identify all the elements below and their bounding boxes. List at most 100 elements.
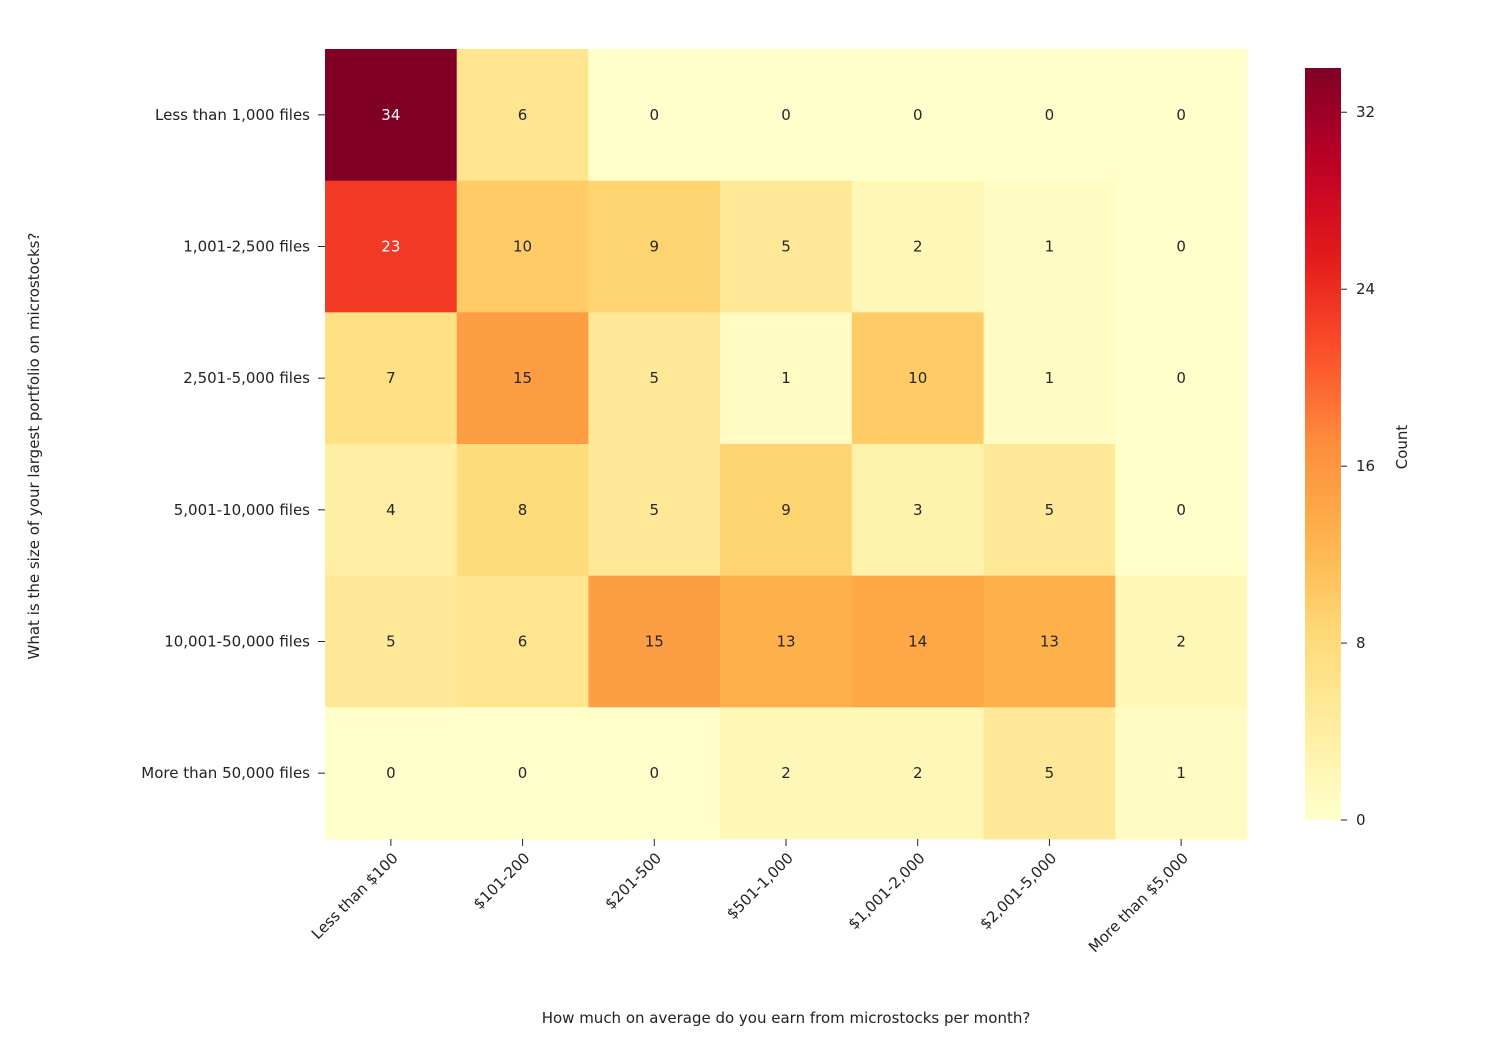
heatmap-cell bbox=[1115, 180, 1248, 313]
heatmap-cell bbox=[851, 180, 985, 313]
x-tick-label: More than $5,000 bbox=[1085, 849, 1192, 956]
heatmap-cell bbox=[588, 707, 721, 840]
heatmap-cell bbox=[720, 444, 853, 577]
heatmap-cell bbox=[983, 707, 1116, 840]
heatmap-cell bbox=[983, 180, 1116, 313]
heatmap-cell bbox=[456, 707, 589, 840]
heatmap-cell bbox=[720, 312, 853, 445]
heatmap-cell bbox=[851, 312, 985, 445]
y-tick-label: Less than 1,000 files bbox=[155, 106, 310, 124]
colorbar bbox=[1305, 68, 1341, 820]
heatmap-cell bbox=[720, 49, 853, 182]
heatmap-cell bbox=[1115, 575, 1248, 708]
heatmap-cell bbox=[851, 707, 985, 840]
cell-value-label: 5 bbox=[1045, 501, 1055, 519]
colorbar-tick-label: 32 bbox=[1356, 103, 1375, 121]
x-tick-label: $201-500 bbox=[601, 849, 665, 913]
cell-value-label: 5 bbox=[781, 238, 791, 256]
heatmap-cell bbox=[983, 49, 1116, 182]
heatmap-cell bbox=[720, 575, 853, 708]
x-tick-label: $101-200 bbox=[470, 849, 534, 913]
cell-value-label: 5 bbox=[386, 633, 396, 651]
cell-value-label: 6 bbox=[518, 106, 528, 124]
x-tick-labels: Less than $100 $101-200 $201-500 $501-1,000… bbox=[308, 839, 1192, 956]
y-tick-label: More than 50,000 files bbox=[141, 764, 310, 782]
cell-value-label: 5 bbox=[650, 369, 660, 387]
heatmap-cell bbox=[720, 180, 853, 313]
cell-value-label: 34 bbox=[381, 106, 400, 124]
cell-value-label: 10 bbox=[908, 369, 927, 387]
y-axis-label: What is the size of your largest portfol… bbox=[25, 233, 43, 660]
colorbar-label: Count bbox=[1393, 425, 1411, 470]
heatmap-cell bbox=[1115, 444, 1248, 577]
heatmap-cell bbox=[588, 312, 721, 445]
heatmap-cell bbox=[325, 180, 458, 313]
heatmap-cell bbox=[456, 49, 589, 182]
cell-value-label: 0 bbox=[913, 106, 923, 124]
cell-value-label: 13 bbox=[776, 633, 795, 651]
colorbar-tick-label: 0 bbox=[1356, 811, 1366, 829]
cell-value-label: 2 bbox=[1176, 633, 1186, 651]
heatmap-cell bbox=[456, 444, 589, 577]
colorbar-tick-label: 8 bbox=[1356, 634, 1366, 652]
cell-value-label: 0 bbox=[386, 764, 396, 782]
heatmap-cell bbox=[588, 575, 721, 708]
heatmap-cell bbox=[588, 180, 721, 313]
heatmap-cell bbox=[456, 575, 589, 708]
cell-value-label: 0 bbox=[1176, 369, 1186, 387]
cell-value-label: 13 bbox=[1040, 633, 1059, 651]
heatmap-cell bbox=[325, 444, 458, 577]
cell-value-label: 0 bbox=[1176, 106, 1186, 124]
cell-value-label: 1 bbox=[1176, 764, 1186, 782]
x-tick-label: Less than $100 bbox=[308, 849, 402, 943]
cell-value-label: 0 bbox=[781, 106, 791, 124]
x-tick-label: $501-1,000 bbox=[723, 849, 797, 923]
heatmap-cell bbox=[983, 312, 1116, 445]
cell-value-label: 0 bbox=[1176, 501, 1186, 519]
cell-value-label: 23 bbox=[381, 238, 400, 256]
heatmap-cell bbox=[983, 575, 1116, 708]
cell-value-label: 9 bbox=[781, 501, 791, 519]
heatmap-cell bbox=[588, 49, 721, 182]
cell-value-label: 2 bbox=[913, 764, 923, 782]
cell-value-label: 8 bbox=[518, 501, 528, 519]
cell-value-label: 14 bbox=[908, 633, 927, 651]
y-tick-labels: Less than 1,000 files 1,001-2,500 files 2,… bbox=[141, 106, 325, 782]
cell-value-label: 10 bbox=[513, 238, 532, 256]
y-tick-label: 5,001-10,000 files bbox=[174, 501, 310, 519]
heatmap-cell bbox=[720, 707, 853, 840]
cell-value-label: 0 bbox=[1045, 106, 1055, 124]
cell-value-label: 15 bbox=[513, 369, 532, 387]
cell-value-label: 3 bbox=[913, 501, 923, 519]
cell-value-label: 5 bbox=[650, 501, 660, 519]
colorbar-ticks: 0 8 16 24 32 bbox=[1341, 103, 1375, 829]
cell-value-label: 1 bbox=[781, 369, 791, 387]
heatmap-cell bbox=[456, 180, 589, 313]
heatmap-cell bbox=[456, 312, 589, 445]
heatmap-cell bbox=[325, 49, 458, 182]
heatmap-cell bbox=[1115, 707, 1248, 840]
heatmap-cell bbox=[851, 575, 985, 708]
cell-value-label: 0 bbox=[1176, 238, 1186, 256]
y-tick-label: 2,501-5,000 files bbox=[183, 369, 310, 387]
heatmap-cells: 34 6 0 0 0 0 023 10 9 5 2 1 07 15 5 1 10 1 04 8 5 9 3 5 05 6 15 13 1… bbox=[325, 49, 1248, 840]
y-tick-label: 1,001-2,500 files bbox=[183, 238, 310, 256]
heatmap-cell bbox=[851, 49, 985, 182]
x-tick-label: $2,001-5,000 bbox=[976, 849, 1060, 933]
cell-value-label: 6 bbox=[518, 633, 528, 651]
colorbar-tick-label: 16 bbox=[1356, 457, 1375, 475]
cell-value-label: 4 bbox=[386, 501, 396, 519]
cell-value-label: 15 bbox=[645, 633, 664, 651]
x-axis-label: How much on average do you earn from mic… bbox=[542, 1009, 1031, 1027]
x-tick-label: $1,001-2,000 bbox=[845, 849, 929, 933]
cell-value-label: 5 bbox=[1045, 764, 1055, 782]
cell-value-label: 9 bbox=[650, 238, 660, 256]
heatmap-cell bbox=[325, 575, 458, 708]
heatmap-cell bbox=[325, 707, 458, 840]
cell-value-label: 0 bbox=[650, 106, 660, 124]
cell-value-label: 1 bbox=[1045, 238, 1055, 256]
heatmap-cell bbox=[1115, 312, 1248, 445]
heatmap-cell bbox=[1115, 49, 1248, 182]
heatmap-cell bbox=[325, 312, 458, 445]
